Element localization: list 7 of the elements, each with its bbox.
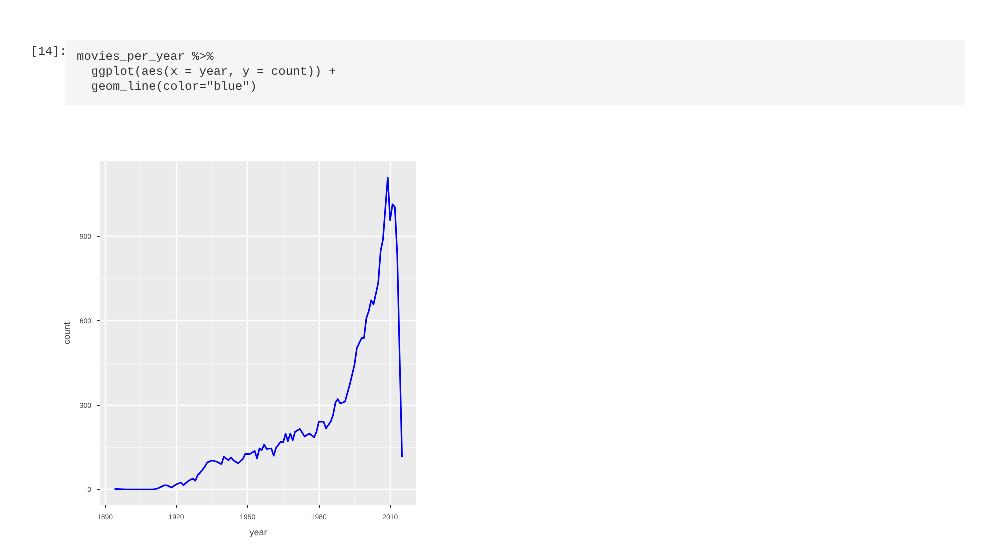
- y-axis-title: count: [62, 322, 72, 345]
- text: ggplot(aes(x = year, y = count)) +: [91, 65, 336, 79]
- text: geom_line(color="blue"): [91, 80, 258, 94]
- text: movies_per_year %>%: [77, 50, 214, 64]
- line-series: [114, 177, 404, 491]
- text: [14]:: [30, 44, 68, 61]
- x-axis-title: year: [250, 528, 268, 538]
